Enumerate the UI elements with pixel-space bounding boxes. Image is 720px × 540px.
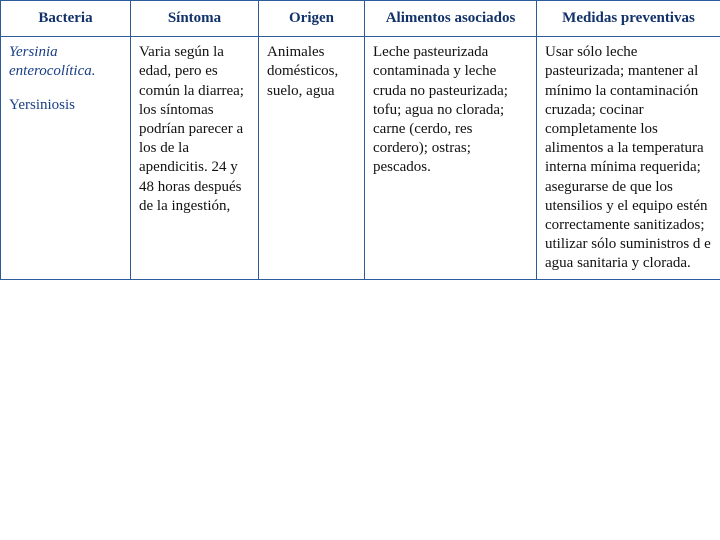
col-header-bacteria: Bacteria bbox=[1, 1, 131, 37]
table-header-row: Bacteria Síntoma Origen Alimentos asocia… bbox=[1, 1, 720, 37]
cell-alimentos: Leche pasteurizada contaminada y leche c… bbox=[365, 37, 537, 280]
cell-sintoma: Varia según la edad, pero es común la di… bbox=[131, 37, 259, 280]
cell-medidas: Usar sólo leche pasteurizada; mantener a… bbox=[537, 37, 720, 280]
col-header-alimentos: Alimentos asociados bbox=[365, 1, 537, 37]
bacteria-info-table: Bacteria Síntoma Origen Alimentos asocia… bbox=[0, 0, 720, 280]
col-header-origen: Origen bbox=[259, 1, 365, 37]
col-header-medidas: Medidas preventivas bbox=[537, 1, 720, 37]
cell-bacteria: Yersinia enterocolítica. Yersiniosis bbox=[1, 37, 131, 280]
col-header-sintoma: Síntoma bbox=[131, 1, 259, 37]
cell-origen: Animales domésticos, suelo, agua bbox=[259, 37, 365, 280]
bacteria-scientific-name: Yersinia enterocolítica. bbox=[9, 43, 122, 81]
bacteria-disease-name: Yersiniosis bbox=[9, 96, 122, 115]
table-row: Yersinia enterocolítica. Yersiniosis Var… bbox=[1, 37, 720, 280]
